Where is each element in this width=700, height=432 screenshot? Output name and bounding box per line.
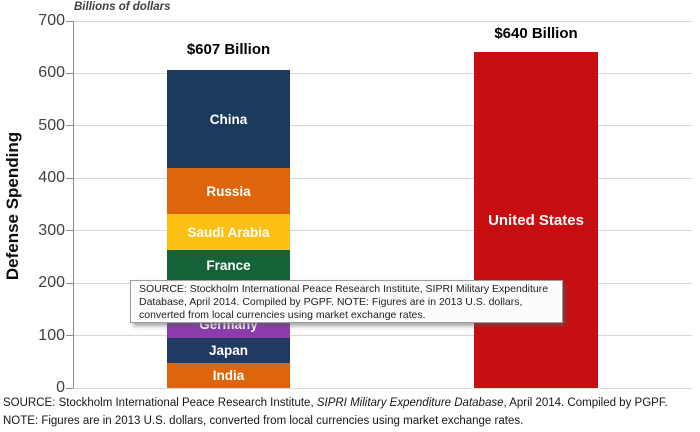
gridline	[73, 387, 692, 389]
units-label: Billions of dollars	[74, 1, 171, 13]
y-tick-mark	[66, 335, 73, 337]
tooltip-line: Database, April 2014. Compiled by PGPF. …	[139, 296, 523, 308]
gridline	[73, 335, 692, 337]
bar-segment-japan[interactable]: Japan	[167, 337, 290, 364]
footer-source-line: SOURCE: Stockholm International Peace Re…	[3, 394, 699, 412]
gridline	[73, 125, 692, 127]
y-tick-mark	[66, 230, 73, 232]
bar-segment-label: China	[209, 111, 248, 127]
y-tick-label: 600	[38, 64, 65, 82]
y-tick-mark	[66, 20, 73, 22]
bar-segment-india[interactable]: India	[167, 363, 290, 388]
gridline	[73, 72, 692, 74]
gridline	[73, 230, 692, 232]
y-tick-label: 100	[38, 326, 65, 344]
footer-source-prefix: SOURCE: Stockholm International Peace Re…	[3, 397, 317, 409]
bar-segment-label: Russia	[206, 183, 251, 199]
us-bar[interactable]: United States	[474, 52, 598, 388]
tooltip-line: SOURCE: Stockholm International Peace Re…	[139, 283, 549, 295]
y-tick-label: 200	[38, 274, 65, 292]
footer-source-suffix: , April 2014. Compiled by PGPF.	[503, 397, 668, 409]
footer-source-italic: SIPRI Military Expenditure Database	[316, 397, 504, 409]
y-tick-mark	[66, 72, 73, 74]
y-tick-label: 500	[38, 116, 65, 134]
y-tick-label: 300	[38, 221, 65, 239]
y-tick-mark	[66, 125, 73, 127]
bar-segment-label: France	[206, 258, 251, 274]
bar-segment-label: Japan	[208, 343, 249, 358]
footer-note-line: NOTE: Figures are in 2013 U.S. dollars, …	[3, 415, 524, 427]
y-tick-label: 700	[38, 12, 65, 29]
us-bar-total-label: $640 Billion	[494, 25, 578, 43]
footer-note: SOURCE: Stockholm International Peace Re…	[3, 394, 699, 430]
source-tooltip: SOURCE: Stockholm International Peace Re…	[130, 280, 563, 323]
stacked-bar-total-label: $607 Billion	[186, 40, 271, 58]
bar-segment-china[interactable]: China	[167, 69, 290, 169]
bar-segment-saudi-arabia[interactable]: Saudi Arabia	[167, 214, 290, 250]
y-tick-label: 0	[56, 379, 65, 396]
bar-segment-label: India	[212, 368, 245, 384]
y-tick-label: 400	[38, 169, 65, 187]
bar-segment-label: Saudi Arabia	[187, 224, 270, 240]
bar-segment-france[interactable]: France	[167, 249, 290, 282]
us-bar-label: United States	[488, 211, 584, 229]
y-tick-mark	[66, 387, 73, 389]
tooltip-line: converted from local currencies using ma…	[139, 309, 426, 321]
y-tick-mark	[66, 177, 73, 179]
gridline	[73, 177, 692, 179]
bar-segment-russia[interactable]: Russia	[167, 168, 290, 215]
y-tick-mark	[66, 282, 73, 284]
y-axis-line	[73, 21, 74, 388]
gridline	[73, 20, 692, 22]
